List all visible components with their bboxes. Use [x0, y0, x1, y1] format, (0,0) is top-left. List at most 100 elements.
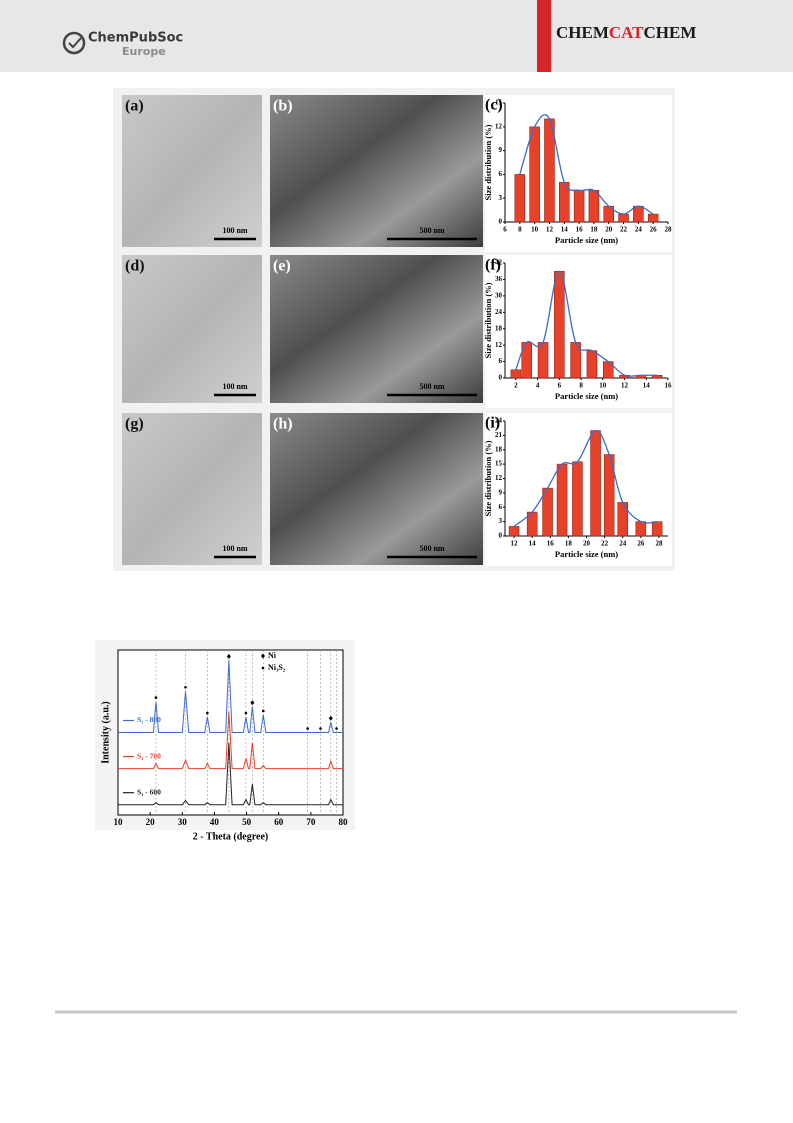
- x-axis-label: Particle size (nm): [555, 549, 618, 559]
- peak-marker: [244, 711, 248, 715]
- scale-bar-label: 500 nm: [419, 226, 444, 235]
- x-tick-label: 14: [643, 382, 651, 390]
- bar: [508, 526, 520, 537]
- journal-bar: [537, 0, 551, 72]
- logo-icon: [62, 31, 86, 55]
- y-axis-label: Size distribution (%): [483, 124, 493, 200]
- panel-label: (a): [125, 98, 144, 115]
- y-tick-label: 3: [499, 194, 503, 202]
- tem-image: [122, 255, 262, 403]
- legend-marker: [261, 653, 265, 659]
- bar: [635, 521, 647, 537]
- x-tick-label: 18: [590, 226, 598, 234]
- journal-part: CHEM: [556, 23, 609, 42]
- y-tick-label: 24: [495, 308, 503, 316]
- peak-marker: [184, 685, 187, 689]
- peak-marker: [250, 700, 255, 706]
- y-tick-label: 9: [499, 146, 503, 154]
- journal-part: CHEM: [644, 23, 697, 42]
- x-tick-label: 70: [306, 817, 316, 827]
- y-tick-label: 0: [499, 218, 503, 226]
- peak-marker: [306, 727, 309, 730]
- journal-part: CAT: [609, 23, 644, 42]
- x-axis-label: Particle size (nm): [555, 235, 618, 245]
- x-tick-label: 10: [531, 226, 539, 234]
- y-tick-label: 3: [499, 517, 503, 525]
- panel-label: (g): [125, 416, 144, 433]
- bar: [572, 461, 583, 537]
- peak-marker: [226, 653, 231, 659]
- x-tick-label: 80: [339, 817, 349, 827]
- x-tick-label: 28: [655, 540, 663, 548]
- x-tick-label: 14: [561, 226, 569, 234]
- x-tick-label: 18: [565, 540, 573, 548]
- y-tick-label: 12: [495, 474, 503, 482]
- scale-bar-label: 100 nm: [222, 226, 247, 235]
- x-tick-label: 14: [529, 540, 537, 548]
- sem-image: [270, 413, 483, 565]
- bar: [633, 205, 644, 223]
- y-tick-label: 42: [495, 259, 503, 267]
- y-axis-label: Size distribution (%): [483, 440, 493, 516]
- logo-check: [68, 37, 82, 49]
- x-tick-label: 10: [599, 382, 607, 390]
- bar: [554, 270, 565, 379]
- x-tick-label: 20: [605, 226, 613, 234]
- series-line: [118, 742, 343, 806]
- panel-label: (b): [273, 98, 293, 115]
- y-tick-label: 6: [499, 503, 503, 511]
- x-tick-label: 30: [178, 817, 188, 827]
- chart-bg: [485, 95, 672, 252]
- scale-bar-label: 500 nm: [419, 544, 444, 553]
- peak-marker: [154, 696, 158, 699]
- x-tick-label: 50: [242, 817, 252, 827]
- x-tick-label: 22: [601, 540, 609, 548]
- peak-marker: [261, 709, 265, 713]
- legend-label: Ni: [268, 651, 277, 660]
- x-tick-label: 12: [511, 540, 519, 548]
- bar: [618, 213, 629, 223]
- y-tick-label: 18: [495, 445, 503, 453]
- fit-curve: [519, 114, 654, 215]
- y-axis-label: Size distribution (%): [483, 282, 493, 358]
- panel-label: (e): [273, 258, 291, 275]
- x-tick-label: 26: [650, 226, 658, 234]
- x-tick-label: 6: [558, 382, 562, 390]
- panel-label: (h): [273, 416, 293, 433]
- scale-bar-label: 500 nm: [419, 382, 444, 391]
- chart-bg: [485, 255, 672, 408]
- x-tick-label: 28: [665, 226, 673, 234]
- panel-label: (i): [485, 415, 500, 432]
- bar: [588, 190, 600, 223]
- x-tick-label: 16: [547, 540, 555, 548]
- y-axis-label: Intensity (a.u.): [100, 701, 111, 764]
- y-tick-label: 0: [499, 374, 503, 382]
- y-tick-label: 6: [499, 170, 503, 178]
- y-tick-label: 15: [495, 460, 503, 468]
- y-tick-label: 18: [495, 324, 503, 332]
- panel-label: (f): [485, 257, 501, 274]
- y-tick-label: 12: [495, 341, 503, 349]
- sem-image: [270, 95, 483, 247]
- fit-curve: [515, 270, 658, 377]
- legend-marker: [261, 666, 265, 670]
- y-tick-label: 6: [499, 357, 503, 365]
- x-tick-label: 16: [576, 226, 584, 234]
- journal-title: CHEMCATCHEM: [556, 23, 696, 42]
- x-tick-label: 6: [503, 226, 507, 234]
- bar: [647, 213, 659, 223]
- bar: [537, 342, 549, 379]
- series-label: S₁ - 600: [137, 787, 161, 796]
- scale-bar-label: 100 nm: [222, 544, 247, 553]
- x-tick-label: 16: [665, 382, 673, 390]
- logo-name: ChemPubSoc: [88, 31, 183, 46]
- bar: [510, 369, 522, 379]
- logo-region: Europe: [122, 45, 166, 58]
- x-tick-label: 2: [514, 382, 518, 390]
- legend-label: Ni₃S₂: [268, 663, 286, 672]
- peak-marker: [328, 715, 333, 721]
- bar: [651, 521, 663, 537]
- x-tick-label: 8: [518, 226, 522, 234]
- peak-marker: [319, 727, 322, 730]
